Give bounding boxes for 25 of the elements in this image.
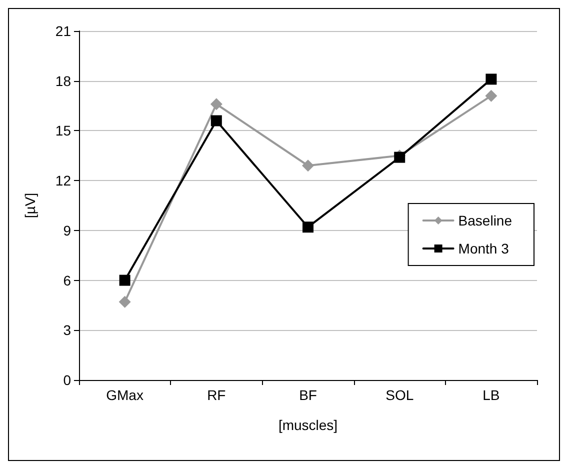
x-tick-label: BF xyxy=(299,387,317,403)
point xyxy=(302,160,314,172)
y-tick-label: 3 xyxy=(63,322,72,338)
y-tick-label: 21 xyxy=(55,23,72,39)
point xyxy=(302,222,314,233)
point xyxy=(210,98,222,110)
y-tick-label: 6 xyxy=(63,272,72,288)
point xyxy=(119,274,130,286)
x-tick-label: RF xyxy=(207,387,226,403)
x-tick-label: LB xyxy=(482,387,500,403)
legend-label: Month 3 xyxy=(458,240,510,256)
point xyxy=(210,115,222,126)
y-tick-label: 15 xyxy=(55,122,72,139)
y-tick-label: 12 xyxy=(55,172,72,189)
y-axis-title: [µV] xyxy=(22,192,38,218)
x-axis-title: [muscles] xyxy=(278,417,338,433)
legend-label: Baseline xyxy=(458,212,512,228)
point xyxy=(118,296,131,308)
y-tick-label: 0 xyxy=(63,372,72,388)
y-tick-label: 18 xyxy=(55,72,72,89)
point xyxy=(486,74,497,85)
x-tick-label: GMax xyxy=(106,387,144,403)
y-tick-label: 9 xyxy=(63,222,72,238)
x-tick-label: SOL xyxy=(386,387,414,403)
point xyxy=(485,90,498,102)
